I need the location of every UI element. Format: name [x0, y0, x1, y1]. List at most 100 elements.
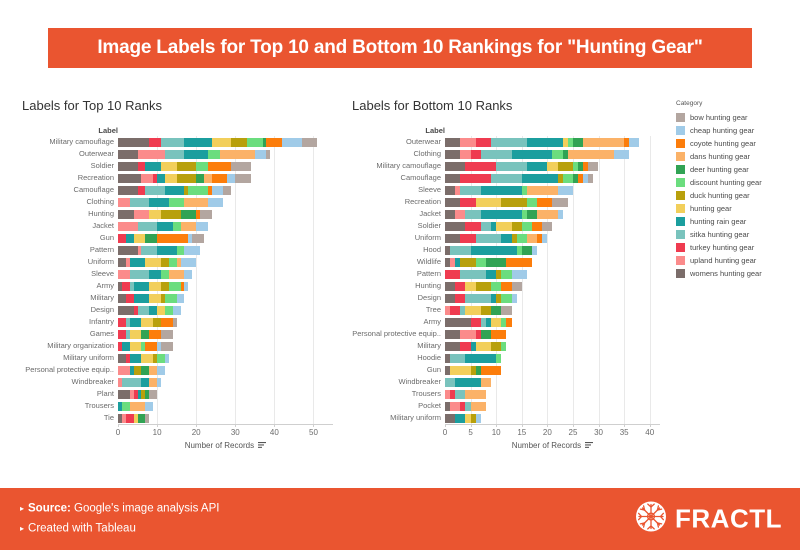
bar-segment[interactable] [137, 185, 146, 195]
bar-segment[interactable] [521, 209, 527, 219]
bar-segment[interactable] [118, 353, 126, 363]
bar-segment[interactable] [480, 329, 492, 339]
bar-segment[interactable] [129, 257, 146, 267]
bar-segment[interactable] [164, 149, 185, 159]
bar-segment[interactable] [465, 389, 486, 399]
bar-segment[interactable] [445, 161, 466, 171]
bar-segment[interactable] [511, 269, 527, 279]
bar-segment[interactable] [465, 401, 471, 411]
bar-segment[interactable] [629, 137, 640, 147]
stacked-bar[interactable] [118, 221, 208, 231]
bar-segment[interactable] [491, 341, 502, 351]
bar-segment[interactable] [180, 257, 197, 267]
bar-segment[interactable] [149, 329, 161, 339]
bar-segment[interactable] [496, 269, 502, 279]
bar-segment[interactable] [480, 317, 486, 327]
bar-segment[interactable] [266, 137, 283, 147]
bar-segment[interactable] [246, 137, 263, 147]
bar-segment[interactable] [521, 221, 532, 231]
bar-segment[interactable] [153, 317, 161, 327]
bar-row[interactable]: Wildlife [352, 256, 670, 268]
stacked-bar[interactable] [118, 293, 185, 303]
bar-segment[interactable] [537, 233, 543, 243]
sort-descending-icon[interactable] [585, 441, 594, 451]
stacked-bar[interactable] [118, 137, 318, 147]
bar-segment[interactable] [445, 233, 461, 243]
bar-segment[interactable] [141, 173, 154, 183]
bar-segment[interactable] [511, 233, 517, 243]
legend-item[interactable]: hunting rain gear [676, 215, 796, 228]
stacked-bar[interactable] [118, 149, 271, 159]
bar-segment[interactable] [160, 209, 181, 219]
bar-segment[interactable] [160, 161, 177, 171]
bar-segment[interactable] [149, 293, 161, 303]
stacked-bar[interactable] [118, 281, 189, 291]
bar-row[interactable]: Trousers [352, 388, 670, 400]
bar-segment[interactable] [501, 341, 507, 351]
bar-segment[interactable] [196, 173, 204, 183]
bar-segment[interactable] [172, 305, 181, 315]
bar-segment[interactable] [552, 197, 568, 207]
bar-segment[interactable] [496, 353, 502, 363]
bar-segment[interactable] [470, 401, 486, 411]
bar-segment[interactable] [511, 293, 517, 303]
bar-segment[interactable] [537, 209, 558, 219]
stacked-bar[interactable] [445, 293, 517, 303]
bar-segment[interactable] [445, 173, 461, 183]
bar-segment[interactable] [180, 209, 197, 219]
bar-segment[interactable] [501, 305, 512, 315]
bar-segment[interactable] [465, 281, 476, 291]
bar-segment[interactable] [118, 293, 126, 303]
bar-segment[interactable] [475, 413, 481, 423]
bar-segment[interactable] [480, 149, 512, 159]
bar-segment[interactable] [176, 161, 197, 171]
bar-segment[interactable] [118, 197, 130, 207]
bar-segment[interactable] [133, 365, 142, 375]
bar-segment[interactable] [465, 353, 497, 363]
bar-row[interactable]: Gun [22, 232, 352, 244]
stacked-bar[interactable] [445, 137, 640, 147]
bar-segment[interactable] [118, 401, 122, 411]
stacked-bar[interactable] [445, 377, 492, 387]
bar-segment[interactable] [455, 389, 466, 399]
bar-row[interactable]: Hood [352, 244, 670, 256]
stacked-bar[interactable] [445, 185, 573, 195]
bar-segment[interactable] [121, 401, 130, 411]
bar-segment[interactable] [501, 197, 527, 207]
bar-segment[interactable] [164, 293, 177, 303]
bar-segment[interactable] [184, 269, 193, 279]
bar-segment[interactable] [121, 413, 126, 423]
stacked-bar[interactable] [445, 197, 568, 207]
bar-row[interactable]: Army [22, 280, 352, 292]
bar-segment[interactable] [133, 233, 146, 243]
bar-segment[interactable] [557, 173, 563, 183]
bar-segment[interactable] [460, 329, 476, 339]
bar-segment[interactable] [445, 305, 451, 315]
bar-segment[interactable] [521, 185, 527, 195]
stacked-bar[interactable] [445, 317, 512, 327]
bar-segment[interactable] [168, 257, 177, 267]
bar-segment[interactable] [552, 149, 563, 159]
bar-segment[interactable] [455, 257, 461, 267]
bar-segment[interactable] [207, 161, 232, 171]
bar-segment[interactable] [475, 137, 492, 147]
stacked-bar[interactable] [118, 269, 193, 279]
bar-row[interactable]: Army [352, 316, 670, 328]
bar-segment[interactable] [455, 185, 461, 195]
bar-segment[interactable] [465, 305, 481, 315]
bar-segment[interactable] [176, 293, 185, 303]
bar-segment[interactable] [157, 221, 173, 231]
bar-segment[interactable] [588, 161, 599, 171]
bar-segment[interactable] [480, 377, 492, 387]
bar-segment[interactable] [153, 353, 158, 363]
bar-segment[interactable] [445, 209, 456, 219]
bar-segment[interactable] [485, 317, 492, 327]
bar-segment[interactable] [149, 377, 158, 387]
bar-segment[interactable] [141, 377, 150, 387]
bar-segment[interactable] [480, 185, 522, 195]
bar-segment[interactable] [501, 293, 512, 303]
stacked-bar[interactable] [445, 149, 630, 159]
bar-segment[interactable] [129, 281, 134, 291]
bar-segment[interactable] [164, 185, 185, 195]
legend-item[interactable]: turkey hunting gear [676, 241, 796, 254]
